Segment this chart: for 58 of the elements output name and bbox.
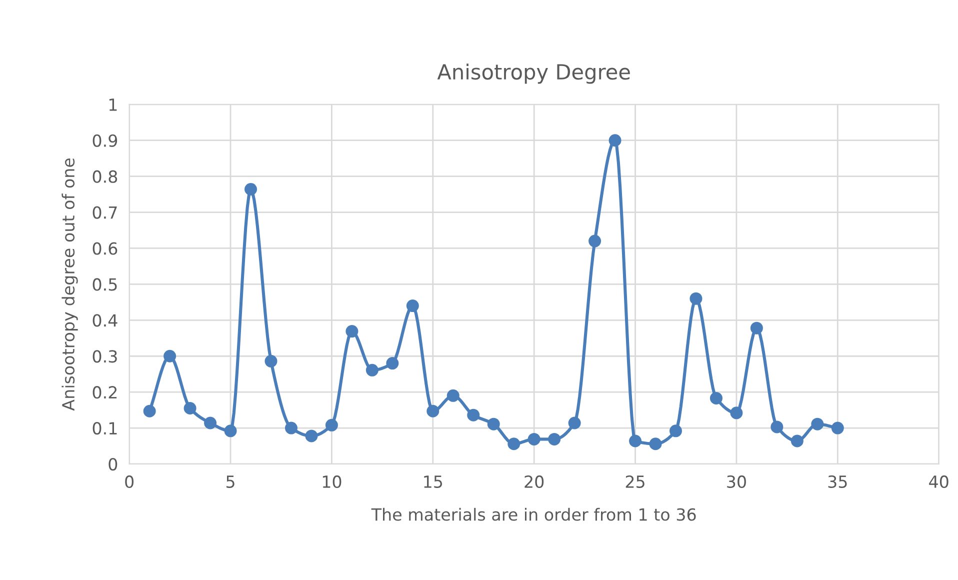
- point: [426, 404, 440, 418]
- y-tick-label: 0.2: [92, 386, 117, 399]
- x-axis-title: The materials are in order from 1 to 36: [371, 508, 696, 521]
- x-tick-label: 35: [828, 475, 847, 488]
- x-tick-label: 5: [226, 476, 234, 488]
- y-tick-label: 0.4: [92, 314, 118, 327]
- y-tick-label: 0.8: [92, 170, 118, 183]
- point: [629, 434, 642, 448]
- point: [264, 354, 278, 368]
- point: [244, 183, 258, 196]
- point: [184, 402, 196, 415]
- x-tick-label: 20: [524, 475, 544, 488]
- point: [487, 418, 500, 430]
- point: [224, 424, 237, 438]
- point: [143, 404, 156, 418]
- point: [608, 134, 622, 147]
- y-tick-label: 1: [109, 98, 117, 111]
- y-tick-label: 0.6: [92, 242, 118, 255]
- point: [568, 416, 581, 430]
- point: [386, 357, 399, 370]
- point: [548, 432, 561, 446]
- point: [730, 406, 743, 420]
- x-tick-label: 30: [727, 475, 746, 488]
- y-tick-label: 0: [108, 458, 118, 471]
- point: [446, 389, 460, 402]
- point: [790, 434, 804, 448]
- point: [305, 430, 318, 442]
- y-tick-label: 0.1: [92, 422, 117, 435]
- x-tick-label: 10: [322, 475, 342, 488]
- point: [284, 422, 298, 434]
- x-tick-label: 25: [626, 475, 644, 488]
- point: [690, 292, 702, 305]
- point: [467, 408, 480, 422]
- point: [528, 432, 540, 446]
- point: [670, 424, 682, 438]
- point: [366, 364, 378, 376]
- point: [346, 325, 358, 338]
- y-tick-label: 0.7: [92, 206, 117, 219]
- x-tick-label: 40: [929, 475, 948, 488]
- point: [588, 234, 602, 248]
- point: [750, 322, 763, 334]
- point: [770, 420, 784, 434]
- y-axis-title: Anisootropy degree out of one: [62, 158, 78, 411]
- point: [204, 416, 217, 430]
- y-tick-label: 0.3: [92, 350, 117, 363]
- chart-title: Anisotropy Degree: [437, 64, 630, 84]
- point: [508, 438, 520, 450]
- point: [406, 300, 419, 312]
- point: [325, 418, 338, 432]
- x-tick-label: 0: [125, 475, 134, 488]
- point: [164, 350, 176, 362]
- point: [831, 422, 844, 434]
- x-tick-label: 15: [424, 476, 442, 488]
- y-tick-label: 0.9: [92, 134, 118, 147]
- y-tick-label: 0.5: [92, 278, 117, 291]
- point: [649, 438, 662, 450]
- point: [811, 418, 824, 430]
- point: [710, 392, 722, 404]
